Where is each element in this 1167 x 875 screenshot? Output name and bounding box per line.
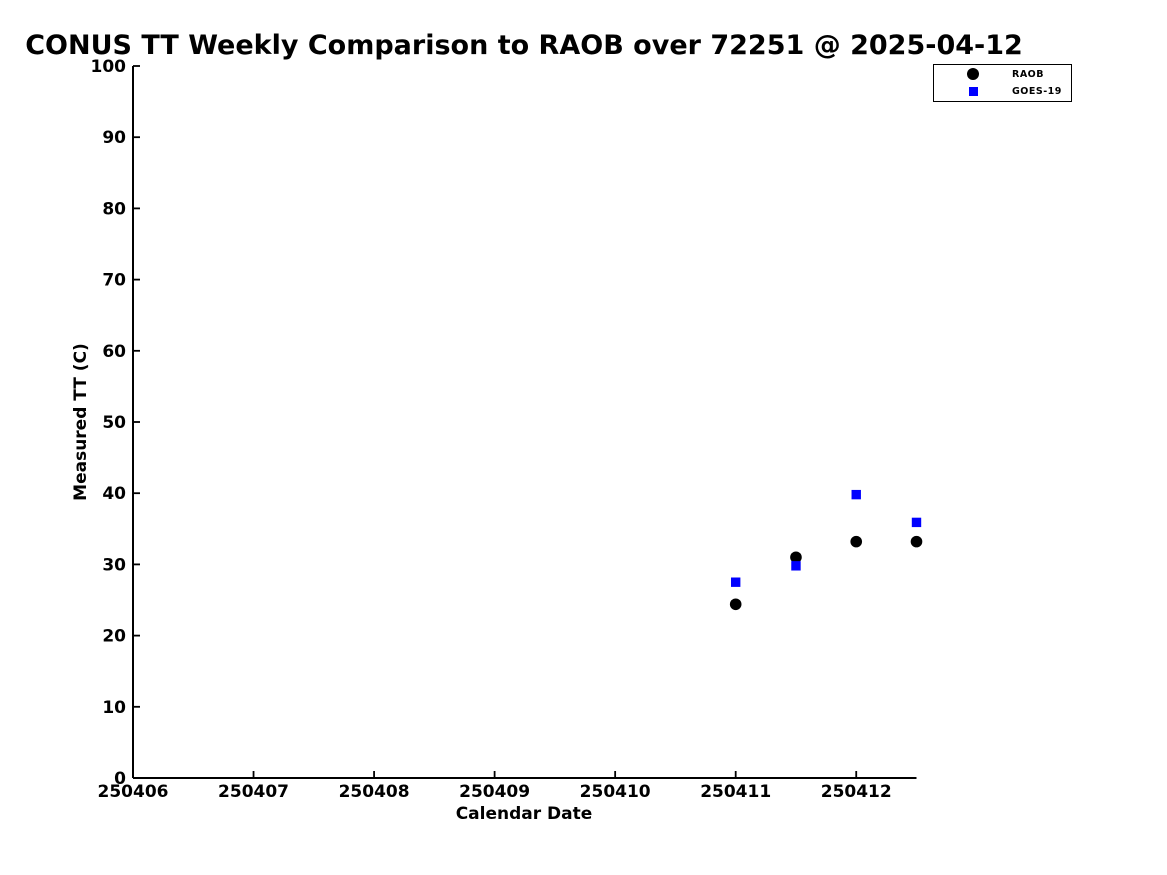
data-point-marker [790,551,802,564]
y-tick-label: 0 [114,769,126,789]
series-raob [729,535,923,611]
raob-circle-marker-icon [967,68,979,81]
x-tick-label: 250408 [339,782,410,802]
x-axis-label: Calendar Date [455,804,593,824]
x-tick-label: 250411 [700,782,771,802]
data-point-marker [910,535,923,548]
x-tick-label: 250409 [459,782,530,802]
tick-labels: 0 10 20 30 40 50 60 70 80 90 100 250406 250407 250408… [91,57,892,802]
data-point-marker [911,517,922,528]
y-tick-label: 70 [102,271,126,291]
legend-label-raob: RAOB [1012,68,1044,80]
y-tick-label: 20 [102,627,126,647]
legend-item-raob: RAOB [934,66,1071,82]
y-tick-label: 100 [91,57,127,77]
tick-marks [132,65,858,779]
x-tick-label: 250410 [580,782,651,802]
y-tick-label: 40 [102,484,126,504]
y-tick-label: 30 [102,555,126,575]
y-tick-label: 50 [102,413,126,433]
y-tick-label: 90 [102,128,126,148]
legend-label-goes19: GOES-19 [1012,86,1062,98]
legend-item-goes19: GOES-19 [934,84,1071,100]
axes [132,66,917,779]
legend-marker-cell [934,87,1012,97]
goes19-square-marker-icon [968,87,978,97]
y-tick-label: 10 [102,698,126,718]
data-point-marker [791,561,801,571]
y-tick-label: 80 [102,199,126,219]
x-tick-label: 250407 [218,782,289,802]
y-tick-label: 60 [102,342,126,362]
data-point-marker [729,598,742,611]
data-point-marker [850,535,863,548]
legend: RAOB GOES-19 [933,64,1072,102]
chart-title: CONUS TT Weekly Comparison to RAOB over … [25,30,1023,61]
series-goes-19 [730,489,922,587]
x-tick-label: 250406 [98,782,169,802]
data-point-marker [851,489,861,500]
data-point-marker [730,577,741,587]
x-tick-label: 250412 [821,782,892,802]
legend-marker-cell [934,68,1012,81]
